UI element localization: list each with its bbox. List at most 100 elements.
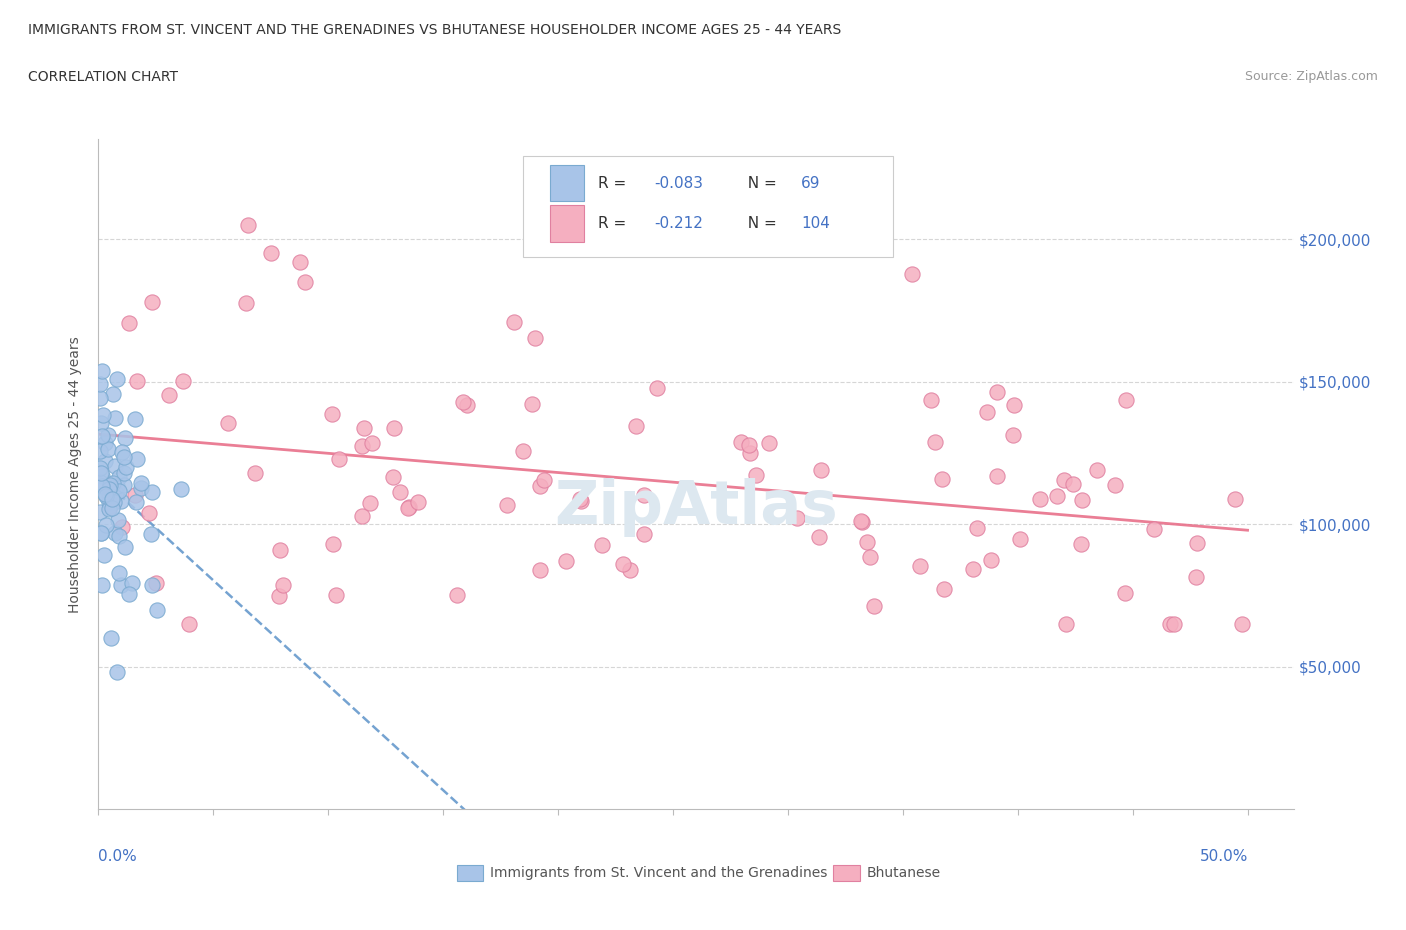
- Point: [633, 487, 655, 502]
- Text: Immigrants from St. Vincent and the Grenadines: Immigrants from St. Vincent and the Gren…: [491, 866, 828, 880]
- Point: [112, 465, 135, 480]
- Point: [863, 599, 886, 614]
- Point: [125, 373, 148, 388]
- Point: [612, 556, 634, 571]
- Point: [217, 416, 239, 431]
- Point: [569, 494, 592, 509]
- Point: [101, 500, 124, 515]
- Point: [359, 496, 381, 511]
- Text: 50.0%: 50.0%: [1199, 849, 1249, 864]
- Point: [108, 565, 131, 580]
- Point: [986, 384, 1008, 399]
- Point: [104, 410, 127, 425]
- Point: [90, 578, 112, 592]
- Point: [98, 495, 121, 510]
- Point: [398, 499, 420, 514]
- Point: [1070, 537, 1092, 551]
- Point: [533, 472, 555, 487]
- Point: [90, 429, 112, 444]
- Point: [235, 296, 257, 311]
- Point: [93, 487, 115, 502]
- Point: [236, 218, 259, 232]
- Text: ZipAtlas: ZipAtlas: [554, 478, 838, 538]
- Point: [986, 469, 1008, 484]
- Point: [118, 586, 141, 601]
- Point: [408, 495, 430, 510]
- Point: [112, 449, 135, 464]
- Point: [495, 498, 517, 512]
- Point: [98, 501, 121, 516]
- Text: 69: 69: [801, 176, 821, 191]
- Point: [1143, 522, 1166, 537]
- Point: [633, 526, 655, 541]
- FancyBboxPatch shape: [550, 205, 583, 242]
- Point: [322, 537, 344, 551]
- Point: [908, 559, 931, 574]
- Text: 0.0%: 0.0%: [98, 849, 138, 864]
- Point: [89, 444, 111, 458]
- Point: [97, 481, 120, 496]
- Point: [1054, 617, 1077, 631]
- Point: [90, 525, 112, 540]
- Point: [90, 416, 112, 431]
- Point: [89, 391, 111, 405]
- Point: [141, 295, 163, 310]
- Point: [118, 315, 141, 330]
- Point: [738, 445, 761, 460]
- Point: [129, 480, 152, 495]
- Point: [1185, 570, 1208, 585]
- Point: [97, 442, 120, 457]
- Point: [786, 511, 808, 525]
- Point: [901, 267, 924, 282]
- Point: [931, 472, 953, 486]
- Point: [97, 428, 120, 443]
- Point: [321, 406, 343, 421]
- Point: [89, 474, 111, 489]
- Point: [105, 372, 128, 387]
- Point: [976, 405, 998, 419]
- Text: R =: R =: [598, 216, 631, 231]
- Point: [107, 470, 129, 485]
- Point: [111, 445, 134, 459]
- Text: CORRELATION CHART: CORRELATION CHART: [28, 70, 179, 84]
- Point: [1163, 617, 1185, 631]
- Point: [114, 431, 136, 445]
- Point: [758, 435, 780, 450]
- Point: [1071, 493, 1094, 508]
- Point: [93, 454, 115, 469]
- Point: [1085, 462, 1108, 477]
- Point: [1159, 617, 1181, 631]
- Point: [91, 469, 114, 484]
- Point: [107, 512, 129, 527]
- Point: [328, 452, 350, 467]
- Point: [91, 364, 114, 379]
- Point: [361, 436, 384, 451]
- Point: [1115, 392, 1137, 407]
- Point: [352, 509, 374, 524]
- Point: [446, 587, 468, 602]
- Point: [851, 514, 873, 529]
- Point: [520, 397, 543, 412]
- Point: [1062, 477, 1084, 492]
- Point: [93, 548, 115, 563]
- Point: [172, 374, 194, 389]
- Point: [124, 411, 146, 426]
- Point: [96, 488, 118, 503]
- Point: [591, 538, 613, 553]
- Point: [529, 478, 551, 493]
- Point: [353, 420, 375, 435]
- Point: [243, 466, 266, 481]
- Point: [512, 443, 534, 458]
- Point: [269, 588, 291, 603]
- Y-axis label: Householder Income Ages 25 - 44 years: Householder Income Ages 25 - 44 years: [69, 336, 83, 613]
- Point: [101, 492, 124, 507]
- Text: N =: N =: [738, 176, 782, 191]
- Point: [624, 418, 647, 433]
- Point: [89, 504, 111, 519]
- Point: [451, 394, 474, 409]
- Point: [920, 392, 942, 407]
- Point: [1104, 477, 1126, 492]
- Point: [100, 480, 122, 495]
- Point: [738, 438, 761, 453]
- Point: [382, 470, 405, 485]
